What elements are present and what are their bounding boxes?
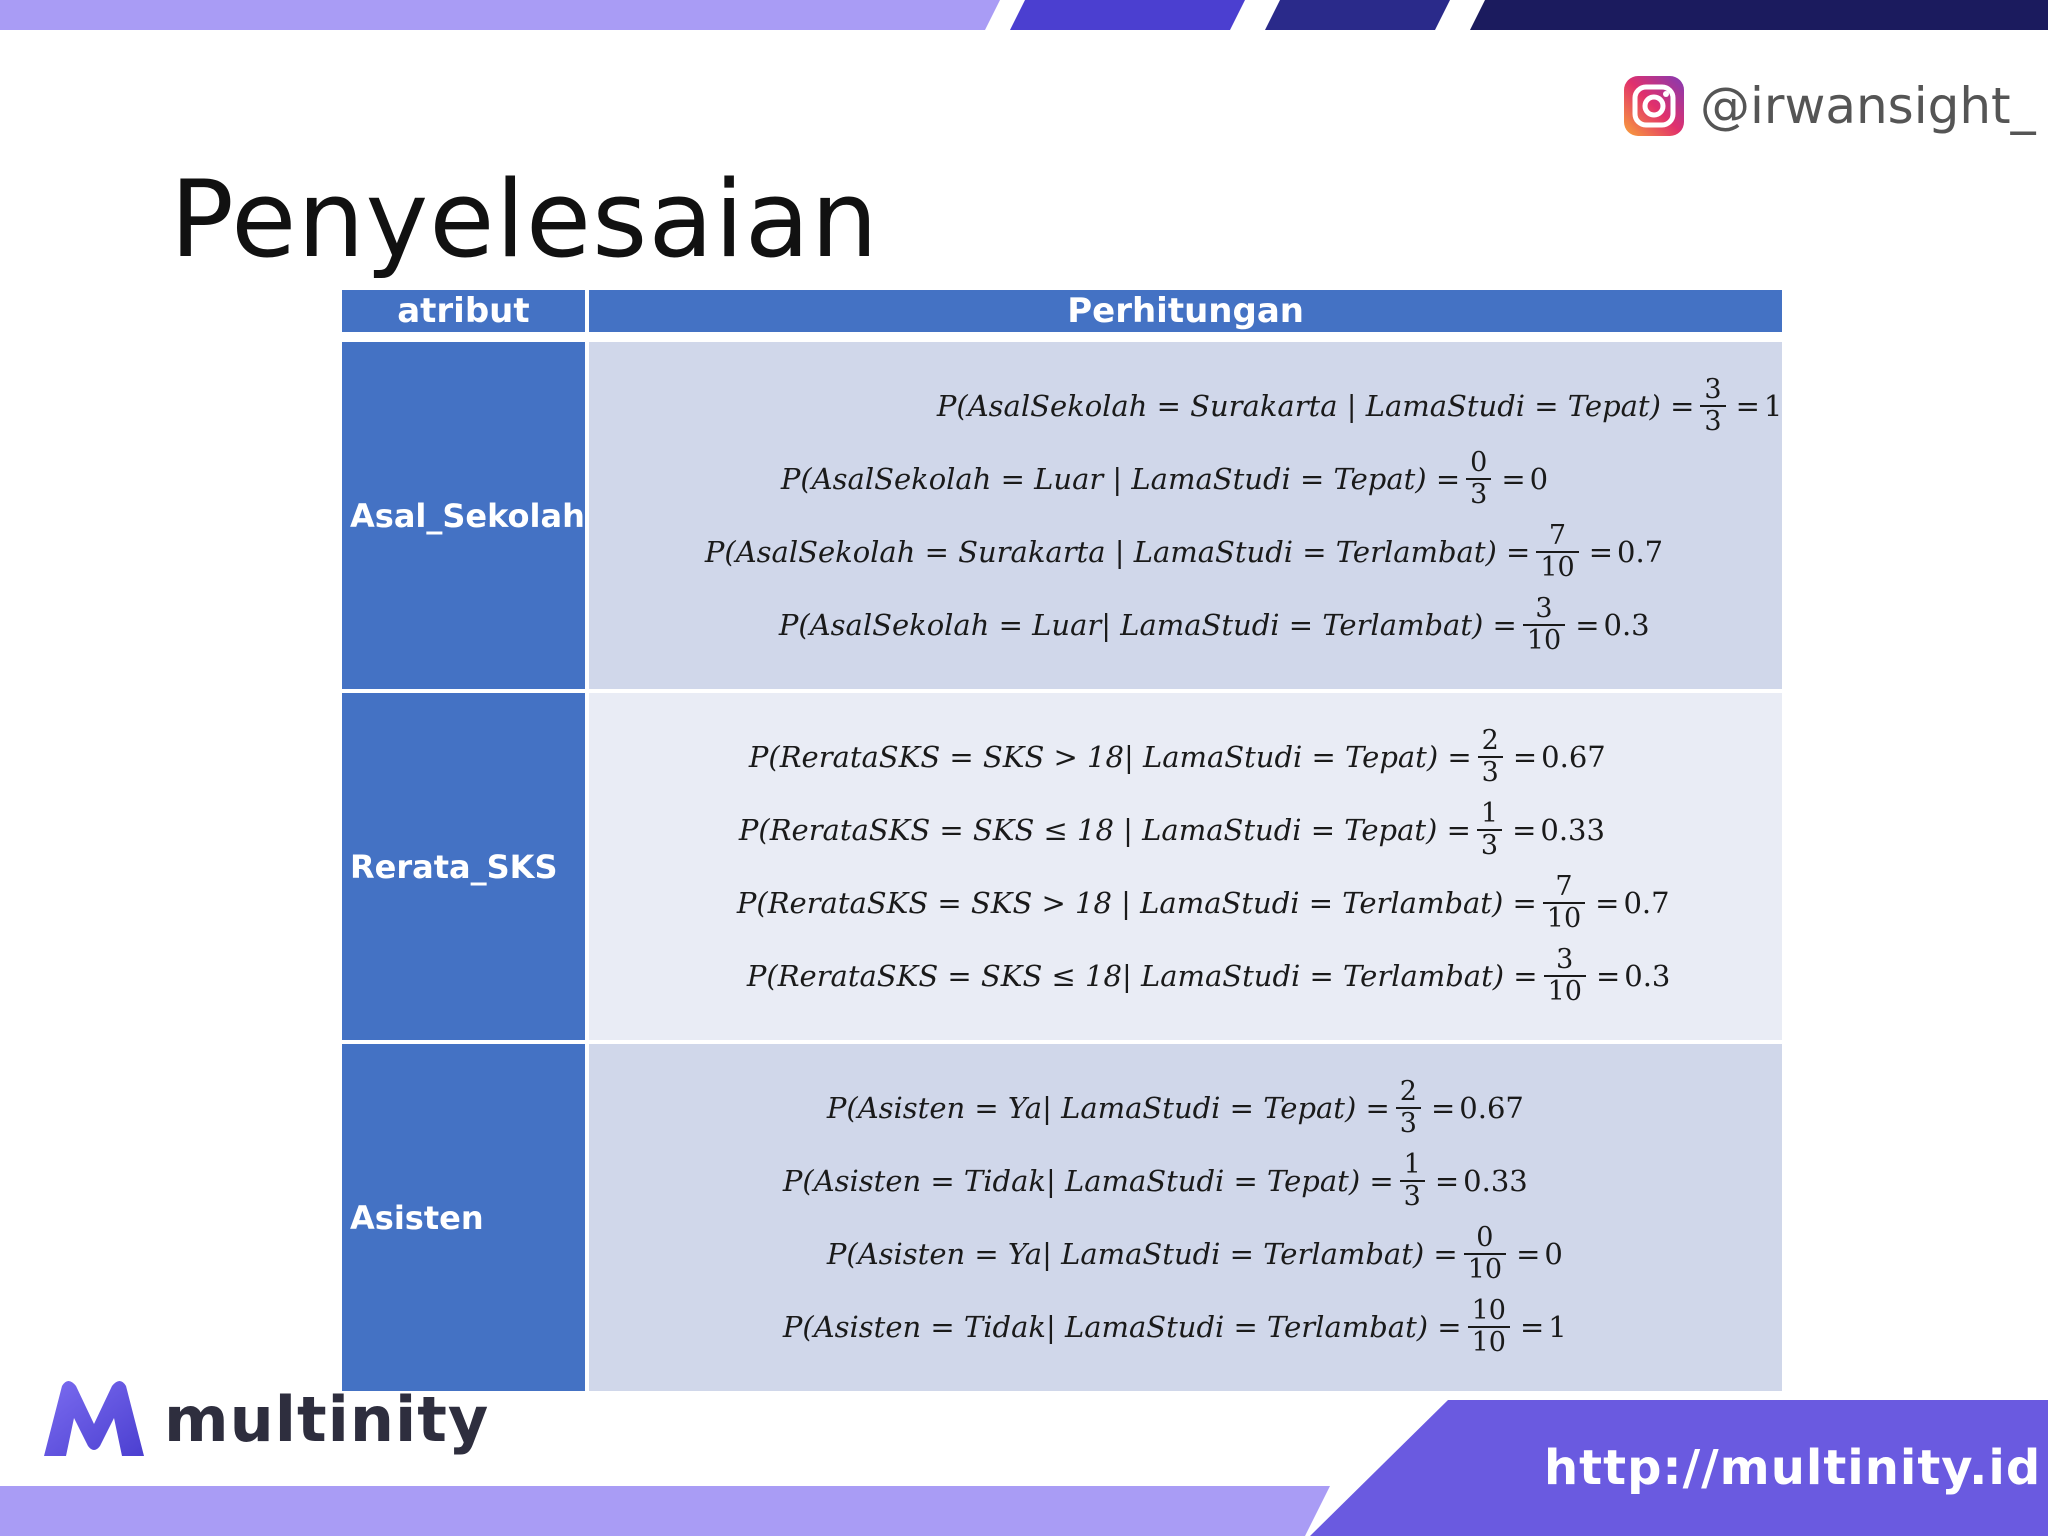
brand-name: multinity: [164, 1382, 490, 1456]
instagram-badge: @irwansight_: [1622, 74, 2036, 138]
denominator: 10: [1463, 1253, 1507, 1285]
equation-result: 0.3: [1624, 959, 1671, 993]
numerator: 3: [1556, 944, 1574, 975]
equation-lhs: P(AsalSekolah = Surakarta | LamaStudi = …: [704, 535, 1531, 569]
top-decor-bar: [0, 0, 2048, 30]
website-url[interactable]: http://multinity.id: [1544, 1440, 2042, 1496]
equation-lhs: P(Asisten = Ya| LamaStudi = Tepat) =: [826, 1091, 1390, 1125]
equation: P(AsalSekolah = Luar | LamaStudi = Tepat…: [780, 447, 1549, 510]
table-row: Rerata_SKS P(RerataSKS = SKS > 18| LamaS…: [342, 693, 1783, 1040]
slide-title: Penyelesaian: [170, 158, 879, 281]
equation: P(AsalSekolah = Luar| LamaStudi = Terlam…: [778, 593, 1650, 656]
equation-lhs: P(AsalSekolah = Luar | LamaStudi = Tepat…: [780, 462, 1461, 496]
attribute-cell: Asisten: [342, 1044, 585, 1391]
denominator: 10: [1467, 1326, 1510, 1358]
fraction: 7 10: [1536, 520, 1579, 583]
equation: P(RerataSKS = SKS > 18| LamaStudi = Tepa…: [748, 725, 1606, 788]
header-calculation: Perhitungan: [588, 290, 1783, 332]
instagram-handle: @irwansight_: [1700, 77, 2036, 135]
equation-result: 1: [1763, 389, 1783, 423]
equation-result: 0: [1544, 1237, 1563, 1271]
numerator: 3: [1535, 593, 1553, 624]
header-attribute: atribut: [342, 290, 585, 332]
equation-result: 0.67: [1541, 740, 1606, 774]
attribute-cell: Rerata_SKS: [342, 693, 585, 1040]
equation-lhs: P(RerataSKS = SKS ≤ 18 | LamaStudi = Tep…: [738, 813, 1471, 847]
instagram-icon: [1624, 76, 1684, 136]
table-header-row: atribut Perhitungan: [342, 290, 1783, 332]
equation-result: 0: [1529, 462, 1549, 496]
equation-lhs: P(AsalSekolah = Surakarta | LamaStudi = …: [936, 389, 1695, 423]
equation-lhs: P(AsalSekolah = Luar| LamaStudi = Terlam…: [778, 608, 1517, 642]
fraction: 0 10: [1463, 1222, 1507, 1285]
calculation-cell: P(RerataSKS = SKS > 18| LamaStudi = Tepa…: [588, 693, 1783, 1040]
denominator: 10: [1542, 902, 1586, 934]
equation: P(Asisten = Tidak| LamaStudi = Terlambat…: [782, 1295, 1567, 1358]
equation-lhs: P(Asisten = Ya| LamaStudi = Terlambat) =: [826, 1237, 1458, 1271]
numerator: 1: [1480, 798, 1499, 829]
equation-result: 1: [1548, 1310, 1567, 1344]
denominator: 3: [1395, 1107, 1421, 1139]
denominator: 10: [1522, 624, 1566, 656]
equation: P(RerataSKS = SKS ≤ 18| LamaStudi = Terl…: [746, 944, 1671, 1007]
equation-result: 0.3: [1603, 608, 1650, 642]
calculation-cell: P(AsalSekolah = Surakarta | LamaStudi = …: [588, 342, 1783, 689]
denominator: 3: [1399, 1180, 1425, 1212]
equation-lhs: P(Asisten = Tidak| LamaStudi = Tepat) =: [782, 1164, 1394, 1198]
numerator: 3: [1704, 374, 1722, 405]
equation-lhs: P(RerataSKS = SKS > 18| LamaStudi = Tepa…: [748, 740, 1472, 774]
numerator: 7: [1555, 871, 1573, 902]
denominator: 10: [1543, 975, 1586, 1007]
numerator: 7: [1548, 520, 1567, 551]
numerator: 2: [1399, 1076, 1417, 1107]
equation: P(Asisten = Ya| LamaStudi = Terlambat) =…: [826, 1222, 1563, 1285]
fraction: 3 10: [1522, 593, 1566, 656]
equation-result: 0.7: [1623, 886, 1670, 920]
equation-lhs: P(RerataSKS = SKS > 18 | LamaStudi = Ter…: [736, 886, 1537, 920]
numerator: 0: [1476, 1222, 1494, 1253]
fraction: 10 10: [1467, 1295, 1510, 1358]
equation: P(Asisten = Tidak| LamaStudi = Tepat) = …: [782, 1149, 1528, 1212]
numerator: 1: [1403, 1149, 1421, 1180]
attribute-cell: Asal_Sekolah: [342, 342, 585, 689]
equation: P(AsalSekolah = Surakarta | LamaStudi = …: [704, 520, 1664, 583]
numerator: 10: [1471, 1295, 1506, 1326]
numerator: 0: [1470, 447, 1488, 478]
multinity-logo-icon: [44, 1381, 144, 1456]
equation: P(RerataSKS = SKS > 18 | LamaStudi = Ter…: [736, 871, 1670, 934]
denominator: 3: [1700, 405, 1726, 437]
equation: P(RerataSKS = SKS ≤ 18 | LamaStudi = Tep…: [738, 798, 1605, 861]
denominator: 3: [1476, 829, 1503, 861]
multinity-logo: multinity: [38, 1376, 489, 1462]
denominator: 3: [1466, 478, 1492, 510]
numerator: 2: [1481, 725, 1499, 756]
bottom-decor-band: [0, 1400, 2048, 1536]
equation-result: 0.7: [1617, 535, 1664, 569]
fraction: 3 10: [1543, 944, 1586, 1007]
equation-result: 0.67: [1459, 1091, 1524, 1125]
table-row: Asal_Sekolah P(AsalSekolah = Surakarta |…: [342, 342, 1783, 689]
equation: P(AsalSekolah = Surakarta | LamaStudi = …: [936, 374, 1783, 437]
table-row: Asisten P(Asisten = Ya| LamaStudi = Tepa…: [342, 1044, 1783, 1391]
calculation-table: atribut Perhitungan Asal_Sekolah P(AsalS…: [338, 286, 1786, 1395]
fraction: 7 10: [1542, 871, 1586, 934]
denominator: 3: [1477, 756, 1503, 788]
denominator: 10: [1536, 551, 1579, 583]
equation-result: 0.33: [1540, 813, 1605, 847]
equation-result: 0.33: [1463, 1164, 1528, 1198]
equation-lhs: P(RerataSKS = SKS ≤ 18| LamaStudi = Terl…: [746, 959, 1538, 993]
equation-lhs: P(Asisten = Tidak| LamaStudi = Terlambat…: [782, 1310, 1462, 1344]
